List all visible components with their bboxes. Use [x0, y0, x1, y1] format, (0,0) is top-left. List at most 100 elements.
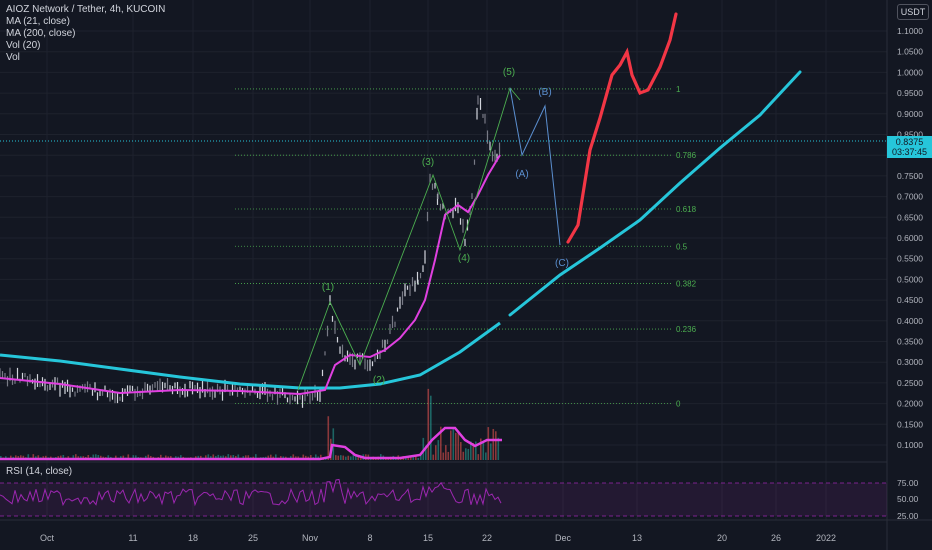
ma200-line	[0, 321, 501, 390]
price-axis-label: 0.5500	[897, 254, 923, 264]
volume-bar	[147, 454, 150, 460]
volume-bar	[495, 431, 497, 460]
volume-bar	[410, 456, 412, 460]
time-axis-label: 8	[367, 533, 372, 543]
indicator-legend: AIOZ Network / Tether, 4h, KUCOIN MA (21…	[6, 4, 165, 64]
volume-bar	[160, 454, 162, 460]
volume-bar	[232, 454, 235, 460]
volume-bar	[450, 430, 452, 460]
fib-level-label: 0	[676, 400, 681, 409]
volume-bar	[217, 454, 220, 460]
volume-bar	[430, 395, 432, 460]
volume-bar	[485, 452, 487, 460]
volume-bar	[62, 454, 65, 460]
volume-bar	[27, 454, 30, 460]
volume-bar	[92, 454, 95, 460]
volume-bar	[87, 455, 90, 460]
volume-bar	[482, 442, 485, 460]
volume-bar	[227, 454, 230, 460]
price-axis-label: 0.1000	[897, 440, 923, 450]
price-axis-label: 1.0500	[897, 47, 923, 57]
volume-bar	[205, 455, 207, 460]
volume-bar	[497, 437, 500, 460]
rsi-axis-label: 25.00	[897, 511, 919, 521]
time-axis-label: 18	[188, 533, 198, 543]
volume-bar	[127, 454, 130, 460]
elliott-wave-label: (1)	[322, 282, 334, 293]
volume-bar	[350, 456, 352, 460]
price-axis-label: 0.6500	[897, 212, 923, 222]
volume-bar	[247, 455, 250, 460]
volume-bar	[457, 431, 460, 460]
volume-bar	[207, 454, 210, 460]
volume-bar	[492, 428, 495, 460]
fib-level-label: 1	[676, 85, 681, 94]
volume-legend-2[interactable]: Vol	[6, 52, 20, 63]
ma21-line	[0, 154, 501, 396]
volume-bar	[437, 440, 440, 460]
volume-bar	[340, 455, 342, 460]
rsi-axis-label: 50.00	[897, 494, 919, 504]
volume-bar	[440, 426, 442, 460]
ma200-forecast-line	[508, 70, 802, 317]
volume-bar	[222, 455, 225, 460]
volume-bar	[345, 456, 347, 460]
currency-badge[interactable]: USDT	[897, 4, 929, 20]
volume-bar	[477, 454, 480, 460]
volume-bar	[75, 454, 77, 460]
price-axis-label: 0.3500	[897, 337, 923, 347]
volume-bar	[302, 454, 305, 460]
volume-bar	[32, 454, 35, 460]
volume-bar	[412, 455, 415, 460]
volume-bar	[335, 455, 337, 460]
volume-bar	[432, 454, 435, 460]
volume-bar	[357, 456, 360, 460]
time-axis-label: 20	[717, 533, 727, 543]
time-axis-label: 13	[632, 533, 642, 543]
volume-bar	[475, 441, 477, 460]
price-axis-label: 0.4500	[897, 295, 923, 305]
price-axis-label: 0.7000	[897, 192, 923, 202]
volume-bar	[132, 455, 135, 460]
price-axis-label: 0.2500	[897, 378, 923, 388]
volume-bar	[327, 416, 330, 460]
volume-bar	[15, 455, 17, 460]
volume-bar	[442, 452, 445, 460]
volume-bar	[342, 455, 345, 460]
volume-bar	[415, 454, 417, 460]
elliott-wave-label: (3)	[422, 157, 434, 168]
volume-bar	[352, 455, 355, 460]
time-axis-label: 26	[771, 533, 781, 543]
volume-bar	[245, 455, 247, 460]
volume-bar	[472, 443, 475, 460]
fib-level-label: 0.382	[676, 280, 697, 289]
time-axis-label: 2022	[816, 533, 836, 543]
abc-wave-label: (C)	[555, 258, 569, 269]
volume-bar	[315, 454, 317, 460]
volume-bar	[95, 454, 97, 460]
ma200-legend[interactable]: MA (200, close)	[6, 28, 76, 39]
fib-level-label: 0.5	[676, 242, 688, 251]
time-axis-label: 25	[248, 533, 258, 543]
volume-bar	[37, 455, 40, 460]
volume-bar	[72, 455, 75, 460]
symbol-title[interactable]: AIOZ Network / Tether, 4h, KUCOIN	[6, 4, 166, 15]
elliott-wave-label: (2)	[373, 375, 385, 386]
price-axis-label: 1.1000	[897, 26, 923, 36]
volume-bar	[445, 445, 447, 460]
abc-wave-label: (B)	[538, 87, 551, 98]
volume-legend[interactable]: Vol (20)	[6, 40, 41, 51]
volume-bar	[135, 455, 137, 460]
price-axis-label: 0.5000	[897, 274, 923, 284]
volume-ma-line	[0, 426, 502, 461]
ma21-legend[interactable]: MA (21, close)	[6, 16, 70, 27]
volume-bar	[465, 448, 467, 460]
abc-wave-label: (A)	[515, 169, 528, 180]
volume-bar	[347, 455, 350, 460]
rsi-legend[interactable]: RSI (14, close)	[6, 466, 73, 477]
volume-bar	[275, 454, 277, 460]
volume-bar	[480, 438, 482, 460]
time-axis-label: 15	[423, 533, 433, 543]
price-axis-label: 0.6000	[897, 233, 923, 243]
